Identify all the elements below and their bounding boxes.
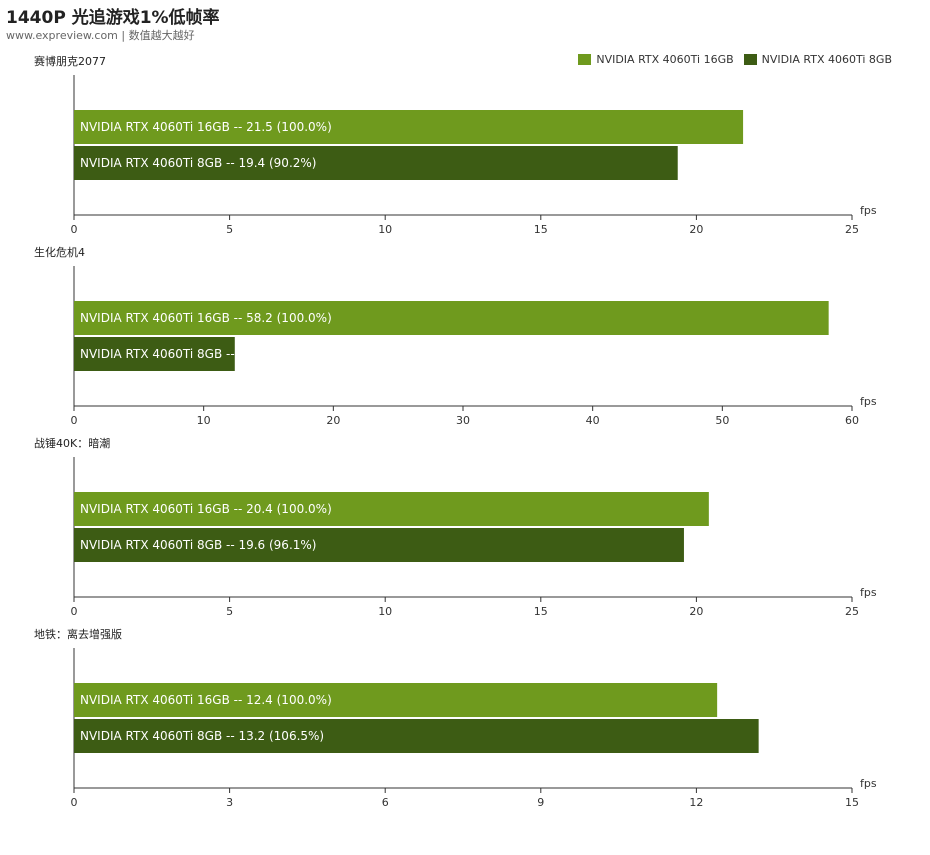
x-tick-label: 0 (71, 605, 78, 618)
x-tick-label: 6 (382, 796, 389, 809)
bar (74, 528, 684, 562)
chart-subtitle: www.expreview.com | 数值越大越好 (6, 29, 195, 42)
bar (74, 301, 829, 335)
x-axis-unit: fps (860, 204, 877, 217)
bar-data-label: NVIDIA RTX 4060Ti 8GB -- 19.6 (96.1%) (80, 538, 316, 552)
panel-title: 战锤40K：暗潮 (34, 436, 110, 450)
x-tick-label: 30 (456, 414, 470, 427)
x-tick-label: 3 (226, 796, 233, 809)
x-tick-label: 50 (715, 414, 729, 427)
panel-title: 赛博朋克2077 (34, 54, 106, 68)
x-axis-unit: fps (860, 586, 877, 599)
bar (74, 337, 235, 371)
legend: NVIDIA RTX 4060Ti 16GB NVIDIA RTX 4060Ti… (578, 53, 892, 66)
bar-data-label: NVIDIA RTX 4060Ti 8GB -- 19.4 (90.2%) (80, 156, 316, 170)
x-axis-unit: fps (860, 395, 877, 408)
bar-data-label: NVIDIA RTX 4060Ti 8GB -- 13.2 (106.5%) (80, 729, 324, 743)
x-tick-label: 0 (71, 796, 78, 809)
x-tick-label: 10 (378, 605, 392, 618)
bar-data-label: NVIDIA RTX 4060Ti 8GB -- 12.4 (21.3%) (80, 347, 316, 361)
legend-label-16gb: NVIDIA RTX 4060Ti 16GB (596, 53, 734, 66)
x-tick-label: 20 (689, 223, 703, 236)
x-tick-label: 40 (586, 414, 600, 427)
x-tick-label: 0 (71, 223, 78, 236)
legend-item-16gb[interactable]: NVIDIA RTX 4060Ti 16GB (578, 53, 734, 66)
x-tick-label: 20 (689, 605, 703, 618)
x-tick-label: 15 (845, 796, 859, 809)
legend-item-8gb[interactable]: NVIDIA RTX 4060Ti 8GB (743, 53, 892, 66)
x-tick-label: 25 (845, 605, 859, 618)
bar (74, 492, 709, 526)
x-axis-unit: fps (860, 777, 877, 790)
x-tick-label: 15 (534, 605, 548, 618)
x-tick-label: 60 (845, 414, 859, 427)
bar (74, 683, 718, 717)
x-tick-label: 12 (689, 796, 703, 809)
legend-swatch-8gb (743, 54, 757, 65)
panel-title: 生化危机4 (34, 245, 85, 259)
bar (74, 146, 678, 180)
x-tick-label: 25 (845, 223, 859, 236)
panel-title: 地铁：离去增强版 (34, 627, 122, 641)
x-tick-label: 10 (197, 414, 211, 427)
bar-data-label: NVIDIA RTX 4060Ti 16GB -- 12.4 (100.0%) (80, 693, 332, 707)
x-tick-label: 5 (226, 223, 233, 236)
bar (74, 110, 744, 144)
x-tick-label: 10 (378, 223, 392, 236)
x-tick-label: 15 (534, 223, 548, 236)
chart-title: 1440P 光追游戏1%低帧率 (6, 8, 220, 28)
bar-data-label: NVIDIA RTX 4060Ti 16GB -- 20.4 (100.0%) (80, 502, 332, 516)
x-tick-label: 20 (326, 414, 340, 427)
bar-data-label: NVIDIA RTX 4060Ti 16GB -- 58.2 (100.0%) (80, 311, 332, 325)
bar-data-label: NVIDIA RTX 4060Ti 16GB -- 21.5 (100.0%) (80, 120, 332, 134)
x-tick-label: 9 (537, 796, 544, 809)
legend-label-8gb: NVIDIA RTX 4060Ti 8GB (761, 53, 892, 66)
bar (74, 719, 759, 753)
x-tick-label: 5 (226, 605, 233, 618)
x-tick-label: 0 (71, 414, 78, 427)
legend-swatch-16gb (578, 54, 592, 65)
